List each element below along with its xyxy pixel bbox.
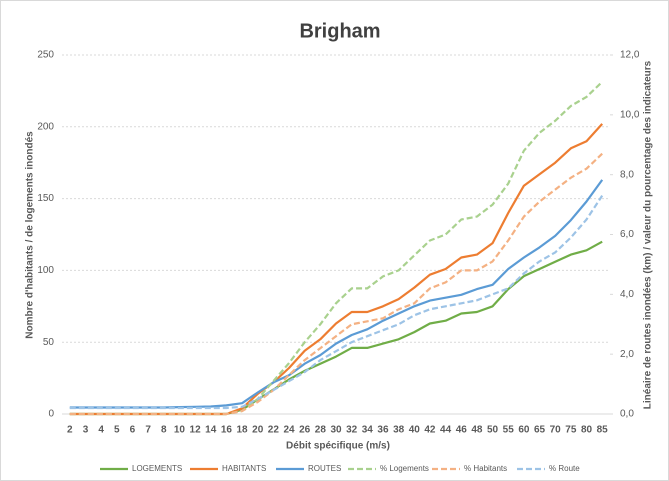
y2-tick-label: 4,0 <box>620 289 634 300</box>
legend-label: % Logements <box>380 464 429 473</box>
y2-tick-label: 6,0 <box>620 229 634 240</box>
x-tick-label: 60 <box>518 425 530 436</box>
x-tick-label: 24 <box>283 425 295 436</box>
x-tick-label: 4 <box>98 425 104 436</box>
x-tick-label: 30 <box>330 425 342 436</box>
x-tick-label: 6 <box>130 425 136 436</box>
chart-title: Brigham <box>299 20 380 42</box>
legend-label: % Habitants <box>464 464 507 473</box>
x-tick-label: 48 <box>471 425 483 436</box>
x-tick-label: 44 <box>440 425 452 436</box>
x-tick-label: 34 <box>362 425 374 436</box>
x-tick-label: 20 <box>252 425 264 436</box>
x-tick-label: 12 <box>190 425 202 436</box>
x-tick-label: 3 <box>83 425 89 436</box>
y2-axis-label: Linéaire de routes inondées (km) / valeu… <box>643 60 654 409</box>
x-tick-label: 70 <box>550 425 562 436</box>
x-tick-label: 36 <box>377 425 389 436</box>
legend-label: ROUTES <box>308 464 341 473</box>
y-tick-label: 150 <box>37 193 54 204</box>
series-line <box>69 123 604 416</box>
x-tick-label: 18 <box>236 425 248 436</box>
x-tick-label: 7 <box>145 425 151 436</box>
x-axis-label: Débit spécifique (m/s) <box>286 441 390 452</box>
legend-label: LOGEMENTS <box>132 464 182 473</box>
x-tick-label: 22 <box>268 425 280 436</box>
x-tick-label: 26 <box>299 425 311 436</box>
x-tick-label: 85 <box>597 425 609 436</box>
x-tick-label: 38 <box>393 425 405 436</box>
y-tick-label: 50 <box>43 337 55 348</box>
series-line <box>69 152 603 416</box>
x-tick-label: 46 <box>456 425 468 436</box>
x-tick-label: 75 <box>565 425 577 436</box>
x-tick-label: 55 <box>503 425 515 436</box>
x-tick-label: 40 <box>409 425 421 436</box>
y2-tick-label: 8,0 <box>620 169 634 180</box>
y-tick-label: 250 <box>37 50 54 61</box>
x-tick-label: 16 <box>221 425 233 436</box>
y2-tick-label: 12,0 <box>620 50 640 61</box>
y2-tick-label: 0,0 <box>620 409 634 420</box>
x-tick-label: 80 <box>581 425 593 436</box>
y2-tick-label: 10,0 <box>620 109 640 120</box>
series-line <box>69 194 604 410</box>
x-tick-label: 14 <box>205 425 217 436</box>
y2-tick-label: 2,0 <box>620 349 634 360</box>
x-tick-label: 8 <box>161 425 167 436</box>
y-tick-label: 0 <box>48 409 54 420</box>
x-tick-label: 5 <box>114 425 120 436</box>
y-tick-label: 200 <box>37 121 54 132</box>
series-line <box>69 81 603 416</box>
x-tick-label: 65 <box>534 425 546 436</box>
y-tick-label: 100 <box>37 265 54 276</box>
x-tick-label: 2 <box>67 425 73 436</box>
x-tick-label: 50 <box>487 425 499 436</box>
x-tick-label: 42 <box>424 425 436 436</box>
y-axis-label: Nombre d'habitants / de logements inondé… <box>25 131 36 339</box>
x-tick-label: 32 <box>346 425 358 436</box>
series-line <box>69 179 604 409</box>
legend-label: % Route <box>549 464 580 473</box>
legend-label: HABITANTS <box>222 464 266 473</box>
x-tick-label: 10 <box>174 425 186 436</box>
x-tick-label: 28 <box>315 425 327 436</box>
